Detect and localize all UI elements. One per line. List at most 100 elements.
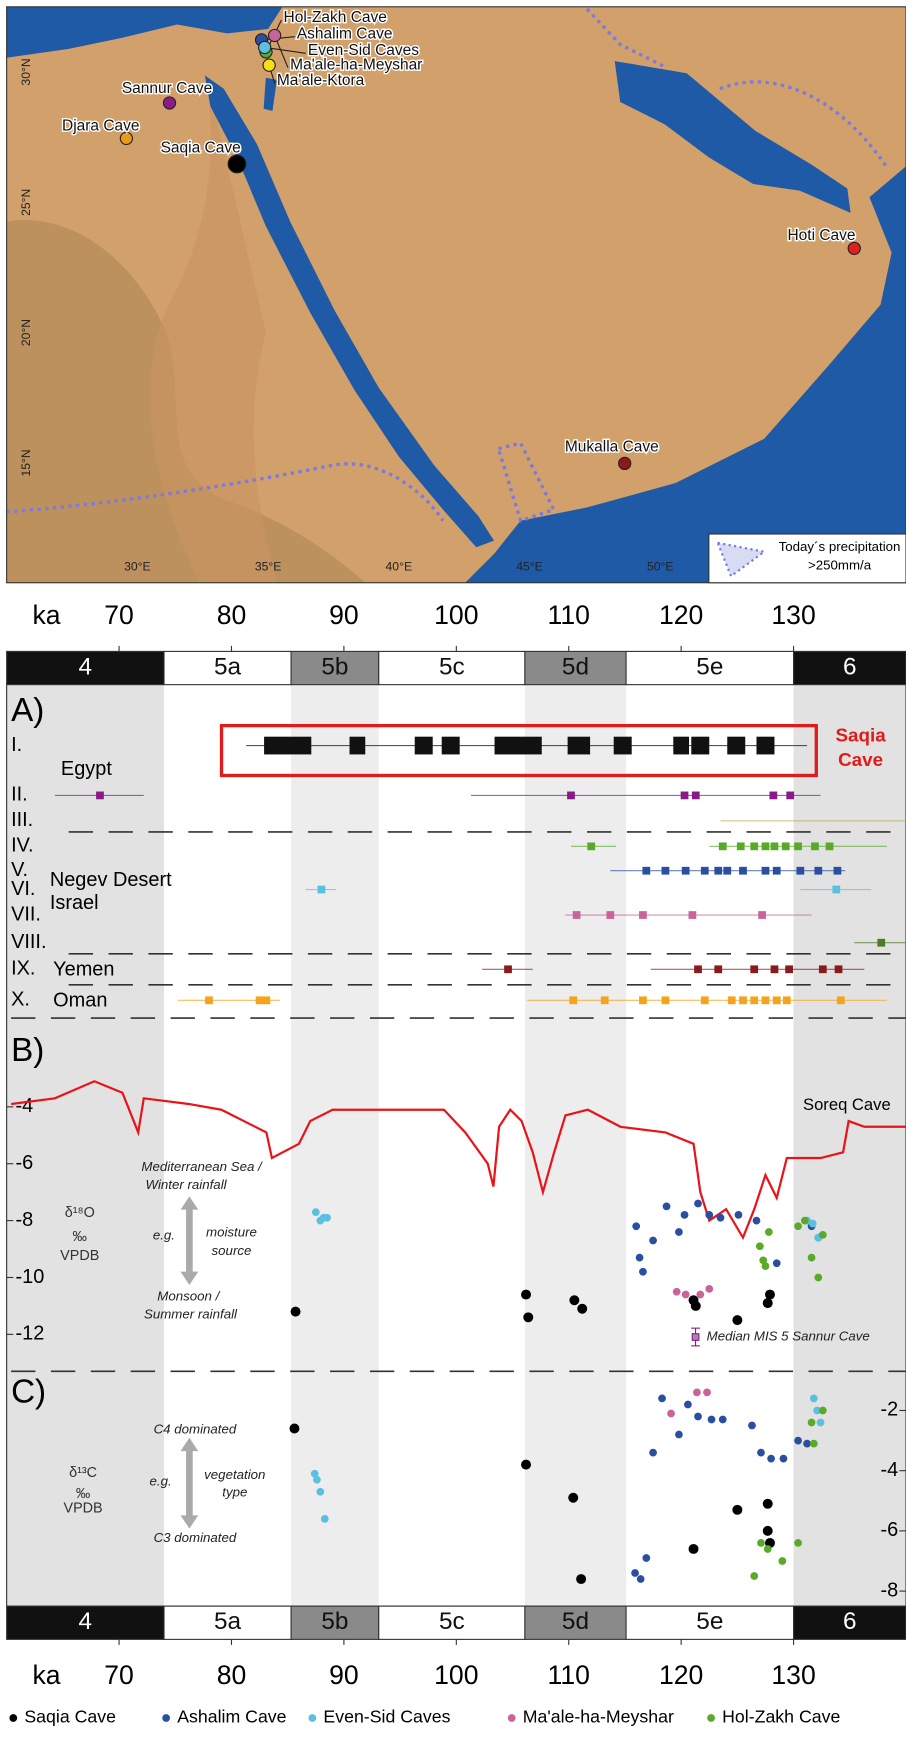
- stage-label: 5b: [321, 1608, 348, 1635]
- row-label: III.: [11, 809, 33, 831]
- age-point: [642, 867, 650, 875]
- cave-label: Mukalla Cave: [565, 439, 659, 456]
- age-box: [442, 737, 460, 755]
- legend-symbol: [508, 1714, 516, 1722]
- data-point: [681, 1211, 689, 1219]
- age-box: [350, 737, 366, 755]
- y-tick-label: -12: [16, 1323, 45, 1345]
- data-point: [756, 1242, 764, 1250]
- data-point: [682, 1291, 690, 1299]
- data-point: [521, 1460, 531, 1470]
- double-arrow: [181, 1196, 199, 1285]
- age-point: [682, 867, 690, 875]
- cave-label: Djara Cave: [62, 118, 140, 135]
- row-label: II.: [11, 784, 28, 806]
- data-point: [569, 1295, 579, 1305]
- data-point: [705, 1285, 713, 1293]
- region-label: Negev Desert: [50, 869, 172, 891]
- row-label: I.: [11, 734, 22, 756]
- lon-label: 30°E: [124, 559, 151, 573]
- age-point: [837, 996, 845, 1004]
- stage-label: 5c: [439, 1608, 465, 1635]
- cave-marker: [619, 457, 631, 469]
- cave-marker: [259, 41, 271, 53]
- x-tick-label: 80: [217, 1660, 247, 1690]
- cave-label: Saqia Cave: [161, 140, 241, 157]
- data-point: [750, 1572, 758, 1580]
- age-box: [264, 737, 311, 755]
- data-point: [773, 1259, 781, 1267]
- y-axis-label: δ¹⁸O: [65, 1205, 95, 1221]
- data-point: [703, 1389, 711, 1397]
- panel-label: B): [11, 1032, 44, 1069]
- x-tick-label: 130: [771, 1660, 815, 1690]
- data-point: [753, 1217, 761, 1225]
- legend-label: Ashalim Cave: [177, 1707, 286, 1727]
- y-tick-label: -6: [16, 1152, 34, 1174]
- age-point: [662, 867, 670, 875]
- data-point: [765, 1228, 773, 1236]
- data-point: [803, 1440, 811, 1448]
- age-point: [606, 911, 614, 919]
- data-point: [810, 1395, 818, 1403]
- age-box: [495, 737, 542, 755]
- x-tick-label: 130: [771, 600, 815, 630]
- data-point: [763, 1298, 773, 1308]
- legend-symbol: [308, 1714, 316, 1722]
- data-point: [632, 1222, 640, 1230]
- cave-label: Ashalim Cave: [297, 26, 393, 43]
- stage-label: 5d: [562, 1608, 589, 1635]
- annotation: moisture: [206, 1224, 257, 1239]
- stage-label: 5e: [696, 653, 723, 680]
- stage-label: 6: [843, 1608, 857, 1635]
- age-point: [318, 886, 326, 894]
- annotation: C4 dominated: [154, 1422, 237, 1437]
- annotation: e.g.: [150, 1474, 172, 1489]
- annotation: source: [212, 1243, 252, 1258]
- data-point: [631, 1569, 639, 1577]
- page-body: Today´s precipitation >250mm/a 30°E35°E4…: [0, 0, 906, 1737]
- annotation: C3 dominated: [154, 1530, 237, 1545]
- row-label: VI.: [11, 878, 35, 900]
- data-point: [675, 1228, 683, 1236]
- sannur-median-symbol: [691, 1328, 700, 1346]
- data-point: [637, 1575, 645, 1583]
- data-point: [794, 1222, 802, 1230]
- age-point: [96, 792, 104, 800]
- row-label: VII.: [11, 903, 41, 925]
- age-point: [567, 792, 575, 800]
- lat-label: 20°N: [19, 319, 33, 346]
- data-point: [694, 1413, 702, 1421]
- stage-label: 5d: [562, 653, 589, 680]
- legend-label: Saqia Cave: [24, 1707, 116, 1727]
- row-label: X.: [11, 989, 30, 1011]
- data-point: [778, 1557, 786, 1565]
- age-point: [701, 996, 709, 1004]
- data-point: [321, 1515, 329, 1523]
- data-point: [763, 1526, 773, 1536]
- age-point: [750, 996, 758, 1004]
- age-point: [771, 965, 779, 973]
- age-box: [614, 737, 632, 755]
- age-point: [587, 842, 595, 850]
- age-point: [701, 867, 709, 875]
- age-point: [714, 965, 722, 973]
- age-point: [719, 842, 727, 850]
- age-point: [769, 792, 777, 800]
- age-point: [692, 792, 700, 800]
- data-point: [291, 1307, 301, 1317]
- age-point: [819, 965, 827, 973]
- data-point: [663, 1203, 671, 1211]
- annotation: Summer rainfall: [144, 1306, 238, 1321]
- data-point: [794, 1539, 802, 1547]
- age-point: [834, 867, 842, 875]
- page: Saqia Cave speleothem records {"chart_da…: [0, 0, 906, 1737]
- panel-label: A): [11, 692, 44, 729]
- x-tick-label: 70: [104, 1660, 134, 1690]
- age-box: [568, 737, 590, 755]
- y-axis-label: δ¹³C: [69, 1465, 97, 1481]
- annotation: e.g.: [153, 1228, 175, 1243]
- lon-label: 50°E: [647, 559, 674, 573]
- x-axis-label: ka: [32, 600, 60, 630]
- age-point: [762, 867, 770, 875]
